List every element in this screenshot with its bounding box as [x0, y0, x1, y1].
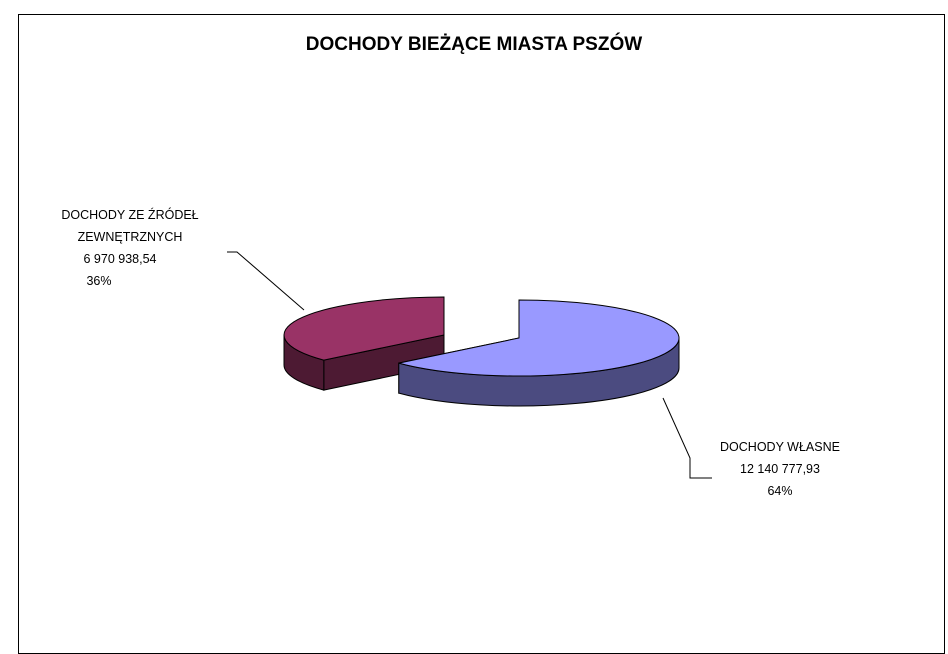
label-dochody-zewnetrzne-percent: 36% [86, 274, 112, 288]
chart-title: DOCHODY BIEŻĄCE MIASTA PSZÓW [305, 34, 643, 55]
label-dochody-wlasne-value: 12 140 777,93 [740, 462, 820, 476]
label-dochody-wlasne-name: DOCHODY WŁASNE [720, 440, 840, 454]
label-dochody-zewnetrzne: DOCHODY ZE ŹRÓDEŁ ZEWNĘTRZNYCH 6 970 938… [40, 204, 220, 292]
label-dochody-wlasne: DOCHODY WŁASNE 12 140 777,93 64% [700, 436, 860, 502]
slice-1-top [283, 296, 445, 361]
chart-area [18, 14, 945, 654]
leader-line-dochody-zewnetrzne [227, 251, 305, 311]
label-dochody-wlasne-percent: 64% [767, 484, 793, 498]
label-dochody-zewnetrzne-value: 6 970 938,54 [83, 252, 157, 266]
label-dochody-zewnetrzne-name-2: ZEWNĘTRZNYCH [77, 230, 183, 244]
leader-line-dochody-wlasne [662, 397, 712, 479]
pie-chart [227, 251, 712, 479]
label-dochody-zewnetrzne-name-1: DOCHODY ZE ŹRÓDEŁ [61, 208, 199, 222]
slice-0-top [398, 299, 680, 377]
